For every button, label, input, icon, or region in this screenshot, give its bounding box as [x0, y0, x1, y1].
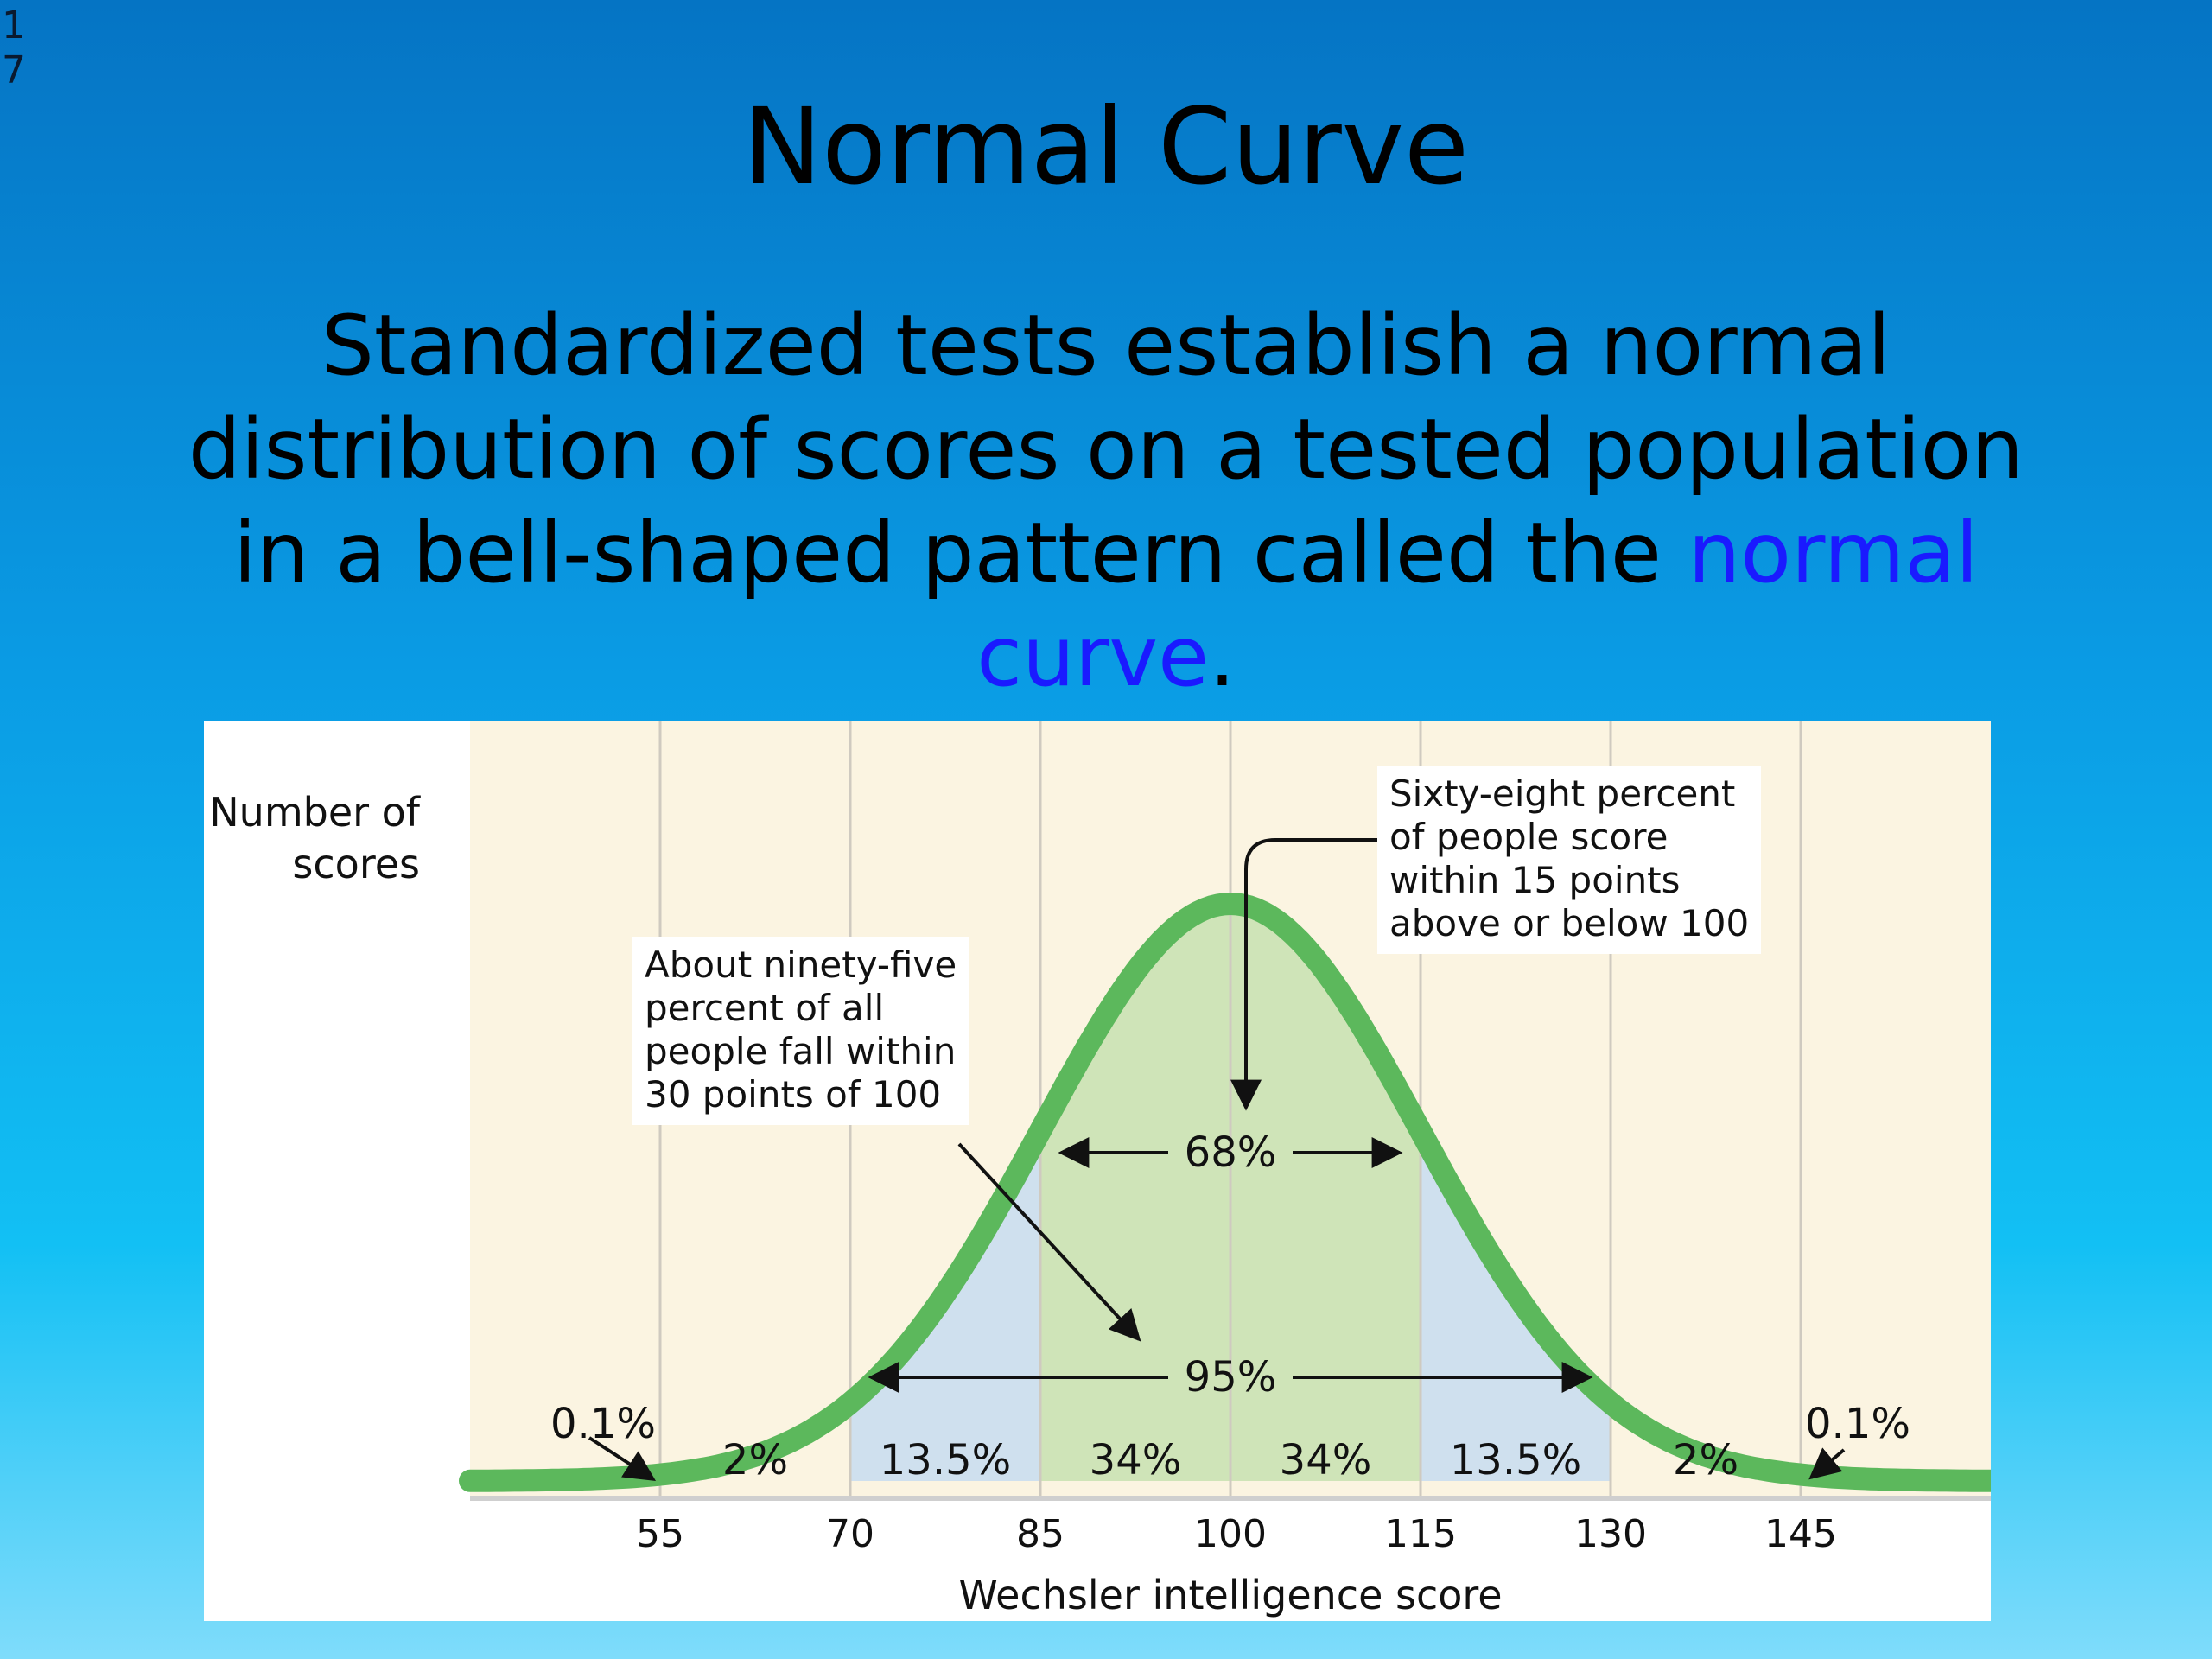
- y-axis-label-line-1: Number of: [209, 789, 420, 836]
- pointer-left-tail: [588, 1436, 657, 1481]
- band-68-label: 68%: [1185, 1128, 1277, 1177]
- x-tick-label-130: 130: [1574, 1512, 1647, 1556]
- slide-body-text: Standardized tests establish a normal di…: [138, 294, 2074, 709]
- x-tick-label-55: 55: [636, 1512, 684, 1556]
- pointer-95-annotation: [957, 1142, 1141, 1342]
- x-tick-label-115: 115: [1384, 1512, 1457, 1556]
- annotation-95-percent: About ninety-five percent of all people …: [632, 937, 969, 1125]
- segment-label-0: 0.1%: [550, 1400, 656, 1448]
- segment-label-1: 2%: [722, 1436, 788, 1484]
- highlight-term: normal curve: [976, 505, 1979, 705]
- body-text-main: Standardized tests establish a normal di…: [188, 297, 2024, 601]
- x-tick-label-70: 70: [826, 1512, 874, 1556]
- normal-curve-chart: 55 70 85 100 115 130 145 0.1% 2% 13.5% 34% 34% 13.5…: [204, 721, 1991, 1621]
- segment-percent-labels: 0.1% 2% 13.5% 34% 34% 13.5% 2% 0.1%: [550, 1400, 1910, 1484]
- annotation-68-line-3: within 15 points: [1389, 859, 1681, 901]
- annotation-68-percent: Sixty-eight percent of people score with…: [1377, 766, 1762, 954]
- segment-label-4: 34%: [1280, 1436, 1372, 1484]
- segment-label-5: 13.5%: [1450, 1436, 1581, 1484]
- segment-label-6: 2%: [1673, 1436, 1738, 1484]
- x-tick-label-145: 145: [1764, 1512, 1837, 1556]
- band-95-label: 95%: [1185, 1353, 1277, 1402]
- segment-label-7: 0.1%: [1805, 1400, 1910, 1448]
- annotation-68-line-2: of people score: [1389, 816, 1669, 858]
- annotation-pointers: [588, 838, 1846, 1481]
- x-axis-label: Wechsler intelligence score: [958, 1572, 1502, 1618]
- pointer-right-tail: [1808, 1447, 1846, 1480]
- segment-label-2: 13.5%: [880, 1436, 1011, 1484]
- slide-title: Normal Curve: [742, 86, 1470, 208]
- annotation-95-line-3: people fall within: [645, 1030, 957, 1072]
- x-tick-labels: 55 70 85 100 115 130 145: [636, 1512, 1837, 1556]
- segment-label-3: 34%: [1090, 1436, 1182, 1484]
- pointer-68-annotation: [1230, 838, 1377, 1111]
- y-axis-label-line-2: scores: [292, 841, 420, 887]
- annotation-95-line-2: percent of all: [645, 987, 885, 1029]
- annotation-95-line-4: 30 points of 100: [645, 1073, 942, 1116]
- annotation-68-line-4: above or below 100: [1389, 902, 1750, 944]
- x-tick-label-100: 100: [1194, 1512, 1267, 1556]
- normal-curve-line: [459, 893, 1991, 1492]
- slide-number: 17: [2, 3, 26, 92]
- x-tick-label-85: 85: [1016, 1512, 1065, 1556]
- band-range-markers: 68% 95%: [868, 1128, 1593, 1402]
- annotation-95-line-1: About ninety-five: [645, 944, 957, 986]
- y-axis-label: Number of scores: [204, 786, 420, 890]
- annotation-68-line-1: Sixty-eight percent: [1389, 772, 1736, 815]
- body-text-period: .: [1209, 608, 1236, 705]
